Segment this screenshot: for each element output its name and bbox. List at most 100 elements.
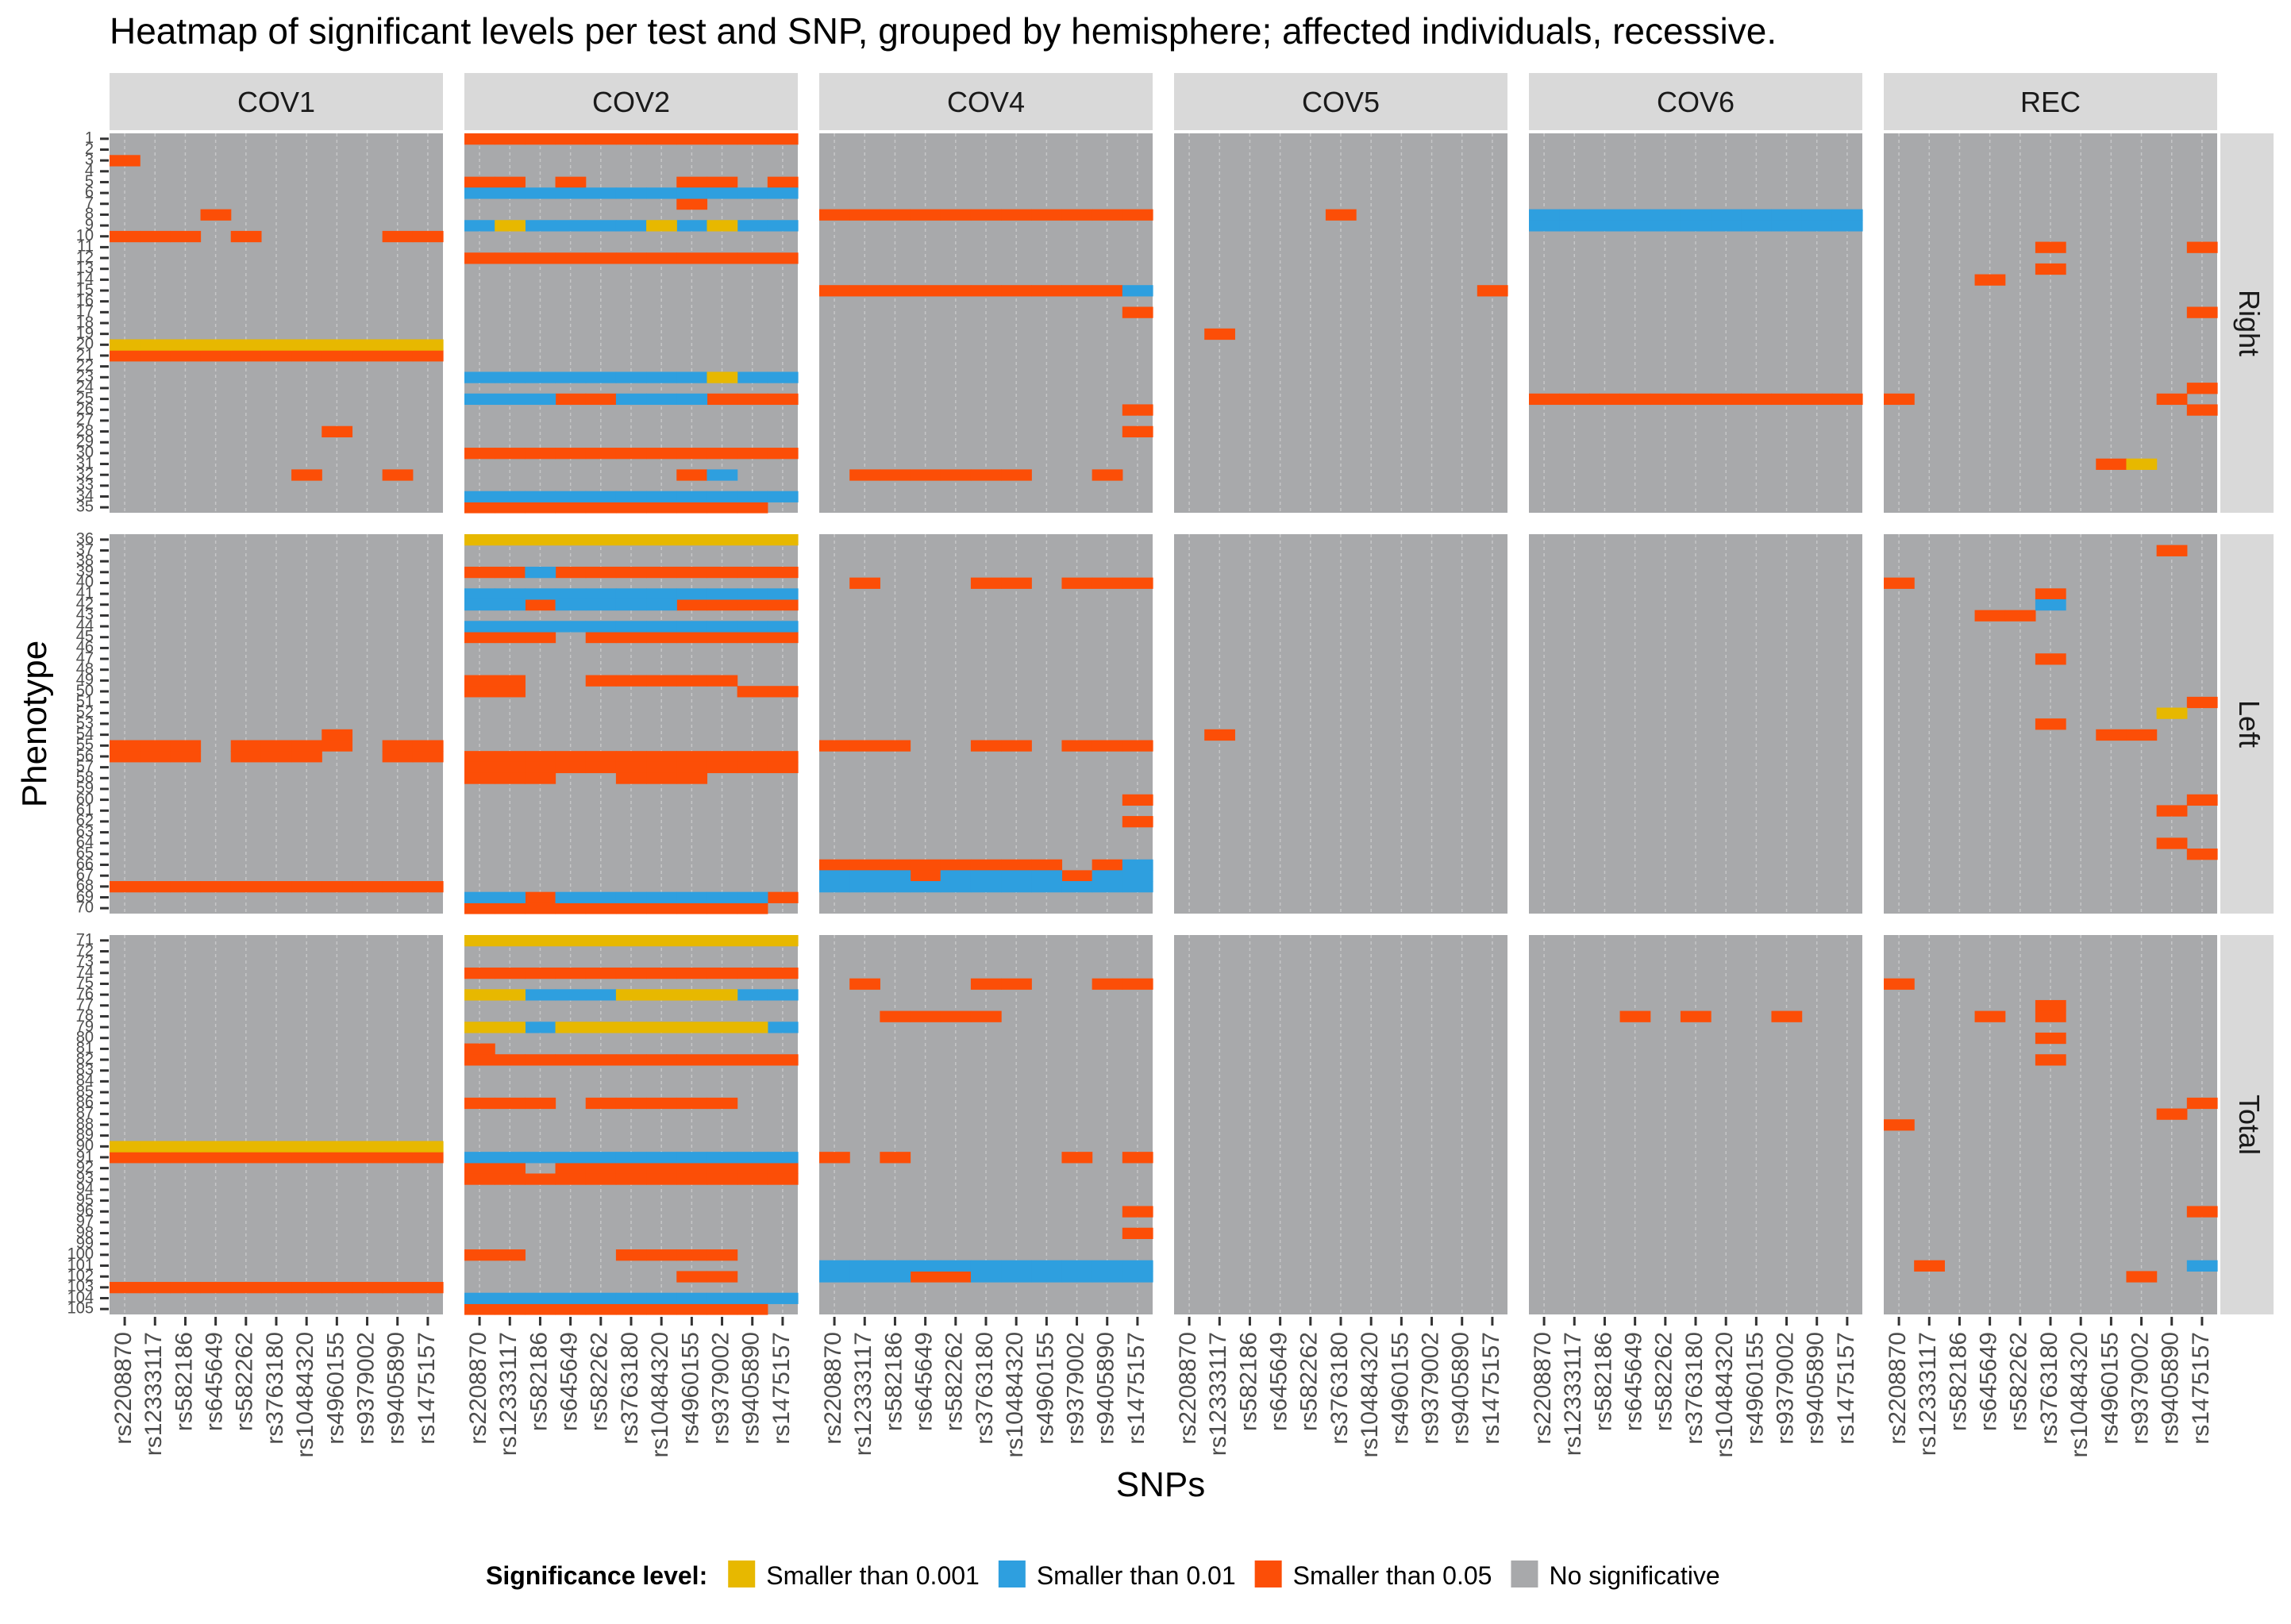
heatmap-cell bbox=[525, 534, 556, 546]
heatmap-cell bbox=[707, 588, 738, 600]
heatmap-cell bbox=[1092, 978, 1123, 990]
heatmap-cell bbox=[260, 1282, 292, 1294]
heatmap-cell bbox=[2186, 794, 2218, 806]
heatmap-cell bbox=[525, 1152, 556, 1164]
heatmap-cell bbox=[676, 371, 708, 383]
y-tick-label: 15 bbox=[76, 281, 94, 298]
heatmap-cell bbox=[464, 133, 495, 145]
heatmap-cell bbox=[555, 176, 587, 188]
x-tick-label: rs9379002 bbox=[1062, 1332, 1088, 1445]
heatmap-cell bbox=[819, 209, 850, 221]
x-tick-label: rs582186 bbox=[1945, 1332, 1971, 1431]
heatmap-cell bbox=[495, 1292, 526, 1304]
heatmap-cell bbox=[970, 209, 1002, 221]
x-tick-label: rs9379002 bbox=[707, 1332, 734, 1445]
heatmap-cell bbox=[646, 598, 677, 611]
heatmap-cell bbox=[464, 566, 495, 579]
x-tick-label: rs1475157 bbox=[2188, 1332, 2214, 1445]
x-tick-label: rs12333117 bbox=[141, 1332, 167, 1456]
heatmap-cell bbox=[555, 1292, 587, 1304]
heatmap-cell bbox=[585, 761, 617, 774]
strip-right bbox=[2220, 133, 2274, 513]
heatmap-cell bbox=[495, 1173, 526, 1185]
heatmap-cell bbox=[615, 588, 647, 600]
heatmap-cell bbox=[676, 1292, 708, 1304]
heatmap-cell bbox=[525, 935, 556, 947]
heatmap-cell bbox=[1650, 393, 1681, 406]
heatmap-cell bbox=[230, 1152, 262, 1164]
snp-axis: rs2208870 rs12333117 rs582186 rs645649 rs582… bbox=[110, 1317, 2214, 1457]
x-tick-label: rs582186 bbox=[880, 1332, 907, 1431]
heatmap-cell bbox=[880, 1271, 911, 1283]
heatmap-cell bbox=[1092, 577, 1123, 589]
heatmap-cell bbox=[495, 491, 526, 502]
heatmap-cell bbox=[555, 902, 587, 914]
heatmap-cell bbox=[1061, 1271, 1093, 1283]
heatmap-cell bbox=[767, 761, 799, 774]
y-tick-label: 85 bbox=[76, 1083, 94, 1100]
heatmap-cell bbox=[819, 881, 850, 893]
heatmap-cell bbox=[585, 598, 617, 611]
heatmap-cell bbox=[646, 1097, 677, 1110]
heatmap-cell bbox=[707, 566, 738, 579]
heatmap-cell bbox=[737, 133, 768, 145]
heatmap-cell bbox=[585, 502, 617, 514]
heatmap-cell bbox=[849, 285, 880, 297]
heatmap-cell bbox=[970, 740, 1002, 752]
x-tick-label: rs2208870 bbox=[820, 1332, 846, 1445]
x-tick-label: rs9379002 bbox=[352, 1332, 379, 1445]
heatmap-cell bbox=[495, 621, 526, 633]
heatmap-cell bbox=[464, 761, 495, 774]
heatmap-cell bbox=[1122, 870, 1153, 882]
heatmap-cell bbox=[464, 1292, 495, 1304]
heatmap-cell bbox=[1092, 859, 1123, 871]
heatmap-cell bbox=[615, 772, 647, 784]
heatmap-cell bbox=[737, 220, 768, 232]
heatmap-cell bbox=[525, 502, 556, 514]
heatmap-cell bbox=[464, 621, 495, 633]
heatmap-cell bbox=[555, 220, 587, 232]
heatmap-cell bbox=[707, 252, 738, 264]
heatmap-cell bbox=[767, 1152, 799, 1164]
x-tick-label: rs10484320 bbox=[1357, 1332, 1383, 1457]
heatmap-cell bbox=[525, 187, 556, 199]
panel-rec-total bbox=[1884, 935, 2217, 1314]
heatmap-cell bbox=[464, 252, 495, 264]
heatmap-cell bbox=[910, 870, 941, 882]
heatmap-cell bbox=[585, 935, 617, 947]
heatmap-cell bbox=[646, 371, 677, 383]
heatmap-cell bbox=[585, 631, 617, 644]
heatmap-cell bbox=[1061, 209, 1093, 221]
heatmap-cell bbox=[525, 598, 556, 611]
x-tick-label: rs12333117 bbox=[495, 1332, 522, 1456]
heatmap-cell bbox=[910, 1271, 941, 1283]
heatmap-cell bbox=[676, 469, 708, 481]
heatmap-cell bbox=[1122, 1227, 1153, 1239]
heatmap-cell bbox=[676, 491, 708, 502]
heatmap-cell bbox=[464, 1152, 495, 1164]
heatmap-cell bbox=[322, 1141, 353, 1153]
heatmap-cell bbox=[676, 133, 708, 145]
heatmap-cell bbox=[322, 729, 353, 741]
y-tick-label: 75 bbox=[76, 975, 94, 992]
heatmap-cell bbox=[495, 598, 526, 611]
y-tick-label: 17 bbox=[76, 303, 94, 321]
heatmap-cell bbox=[1122, 859, 1153, 871]
heatmap-cell bbox=[1122, 577, 1153, 589]
heatmap-cell bbox=[585, 566, 617, 579]
heatmap-cell bbox=[525, 631, 556, 644]
x-tick-label: rs3763180 bbox=[1681, 1332, 1708, 1445]
heatmap-cell bbox=[585, 967, 617, 979]
panel-cov5-total bbox=[1174, 935, 1507, 1314]
heatmap-cell bbox=[110, 1152, 141, 1164]
heatmap-cell bbox=[170, 740, 202, 752]
y-tick-label: 1 bbox=[85, 129, 94, 147]
heatmap-cell bbox=[464, 393, 495, 406]
heatmap-cell bbox=[707, 448, 738, 460]
y-tick-label: 24 bbox=[76, 379, 94, 396]
heatmap-cell bbox=[495, 252, 526, 264]
x-tick-label: rs2208870 bbox=[110, 1332, 137, 1445]
heatmap-cell bbox=[170, 1141, 202, 1153]
y-tick-label: 52 bbox=[76, 704, 94, 722]
heatmap-cell bbox=[200, 339, 232, 351]
